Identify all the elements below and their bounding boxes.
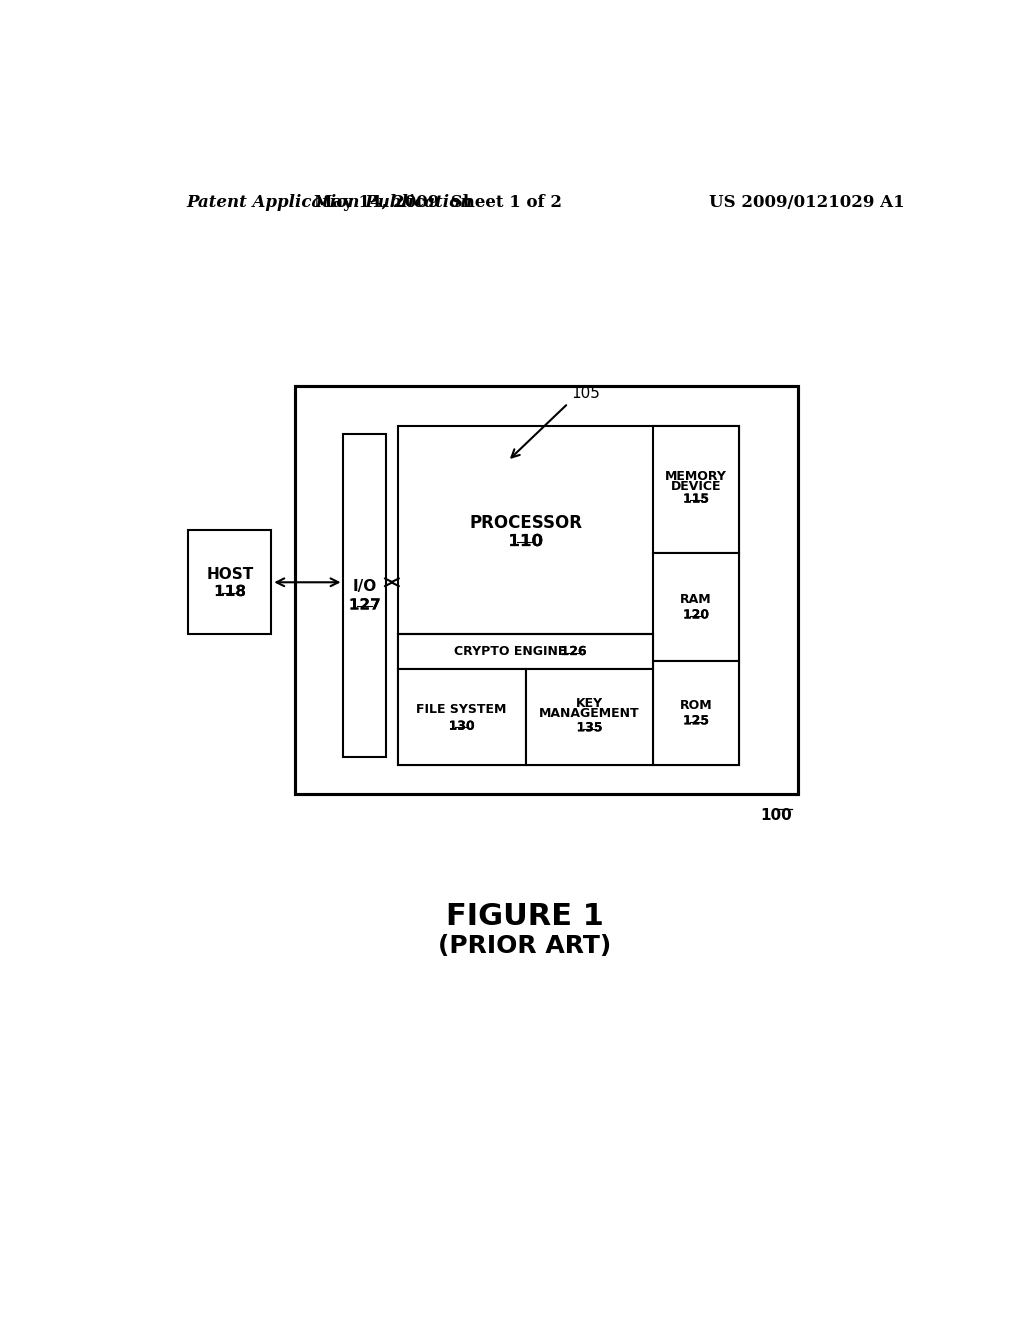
Text: 118: 118 — [214, 583, 246, 599]
Text: HOST: HOST — [206, 568, 254, 582]
Text: I/O: I/O — [352, 579, 377, 594]
Text: 127: 127 — [349, 598, 381, 612]
Text: 115: 115 — [683, 492, 710, 506]
Text: FILE SYSTEM: FILE SYSTEM — [417, 702, 507, 715]
Text: FIGURE 1: FIGURE 1 — [445, 903, 604, 932]
Text: (PRIOR ART): (PRIOR ART) — [438, 935, 611, 958]
Bar — [343, 434, 386, 758]
Bar — [397, 426, 738, 766]
Bar — [525, 669, 653, 766]
Text: Patent Application Publication: Patent Application Publication — [186, 194, 472, 211]
Bar — [188, 531, 271, 635]
Bar — [653, 553, 738, 661]
Text: PROCESSOR: PROCESSOR — [469, 513, 582, 532]
Text: 135: 135 — [577, 721, 602, 734]
Text: 110: 110 — [508, 532, 543, 550]
Text: MANAGEMENT: MANAGEMENT — [540, 708, 640, 721]
Text: 100: 100 — [761, 808, 793, 822]
Text: MEMORY: MEMORY — [666, 470, 727, 483]
Bar — [397, 669, 525, 766]
Text: US 2009/0121029 A1: US 2009/0121029 A1 — [710, 194, 905, 211]
Text: ROM: ROM — [680, 700, 713, 711]
Text: 126: 126 — [560, 645, 587, 659]
Text: 130: 130 — [449, 719, 475, 733]
Bar — [295, 385, 799, 793]
Text: May 14, 2009  Sheet 1 of 2: May 14, 2009 Sheet 1 of 2 — [314, 194, 562, 211]
Bar — [397, 635, 653, 669]
Text: RAM: RAM — [680, 593, 712, 606]
Bar — [653, 661, 738, 766]
Text: 125: 125 — [683, 714, 710, 727]
Bar — [653, 426, 738, 553]
Text: 105: 105 — [571, 385, 600, 401]
Text: DEVICE: DEVICE — [671, 480, 721, 494]
Text: 120: 120 — [683, 609, 710, 622]
Text: CRYPTO ENGINE: CRYPTO ENGINE — [454, 645, 566, 659]
Text: KEY: KEY — [575, 697, 603, 710]
